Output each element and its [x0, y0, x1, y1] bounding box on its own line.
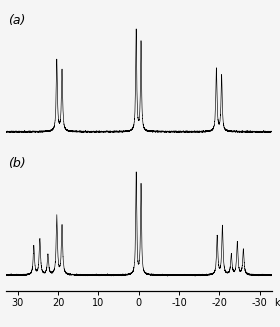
Text: (a): (a)	[8, 14, 26, 27]
Text: kHz: kHz	[274, 298, 280, 308]
Text: (b): (b)	[8, 157, 26, 170]
